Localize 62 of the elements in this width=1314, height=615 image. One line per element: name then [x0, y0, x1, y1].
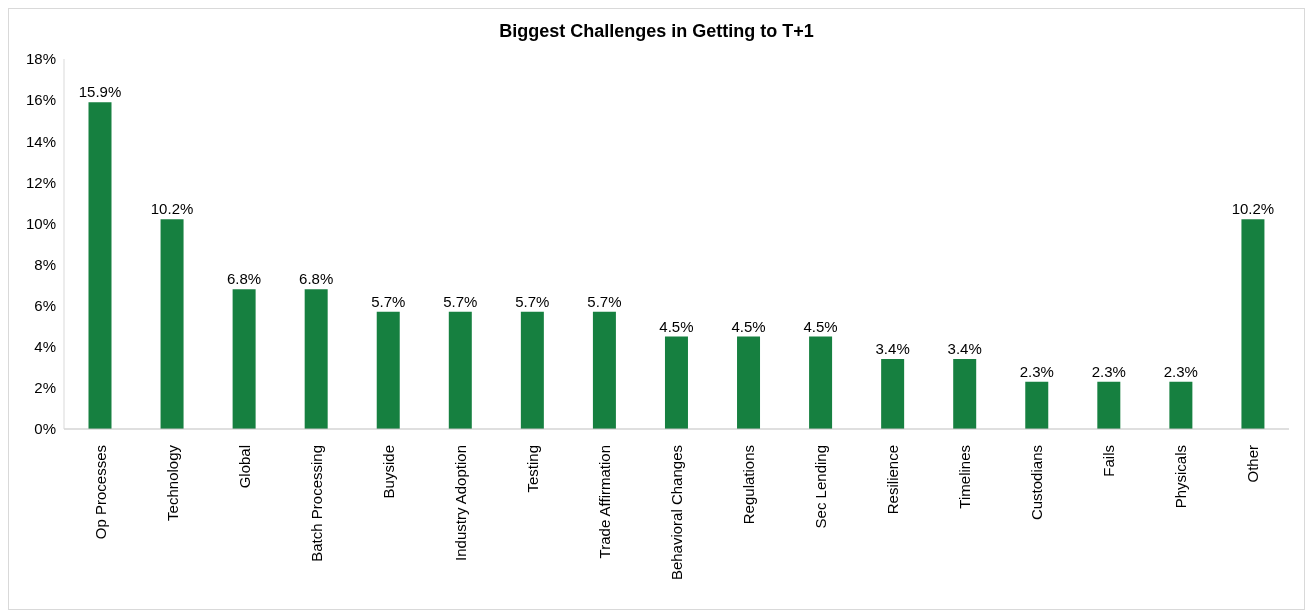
data-label: 2.3%	[1091, 362, 1126, 380]
bar	[376, 311, 400, 429]
bar	[1169, 381, 1193, 429]
data-label: 6.8%	[299, 270, 334, 288]
data-label: 4.5%	[731, 317, 766, 335]
y-tick-label: 16%	[25, 91, 56, 109]
data-label: 4.5%	[803, 317, 838, 335]
x-tick-label: Resilience	[884, 445, 902, 515]
x-tick-label: Other	[1244, 445, 1262, 483]
bar	[232, 289, 256, 429]
bar	[881, 359, 905, 429]
x-tick-label: Custodians	[1028, 445, 1046, 521]
y-tick-label: 6%	[34, 296, 56, 314]
bar	[592, 311, 616, 429]
data-label: 10.2%	[150, 200, 194, 218]
bar	[160, 219, 184, 429]
data-label: 4.5%	[659, 317, 694, 335]
y-tick-label: 18%	[25, 50, 56, 68]
y-tick-label: 12%	[25, 173, 56, 191]
data-label: 3.4%	[947, 340, 982, 358]
x-tick-label: Timelines	[956, 445, 974, 509]
bar	[737, 336, 761, 429]
data-label: 2.3%	[1019, 362, 1054, 380]
data-label: 2.3%	[1163, 362, 1198, 380]
x-tick-label: Fails	[1100, 445, 1118, 477]
bar	[448, 311, 472, 429]
y-tick-label: 14%	[25, 132, 56, 150]
bar	[304, 289, 328, 429]
data-label: 10.2%	[1231, 200, 1275, 218]
data-label: 5.7%	[515, 292, 550, 310]
bar	[520, 311, 544, 429]
bar	[88, 102, 112, 429]
bar	[664, 336, 688, 429]
x-tick-label: Testing	[523, 445, 541, 493]
data-label: 3.4%	[875, 340, 910, 358]
x-tick-label: Batch Processing	[307, 445, 325, 562]
x-tick-label: Global	[235, 445, 253, 489]
x-tick-label: Behavioral Changes	[668, 445, 685, 581]
x-tick-label: Sec Lending	[812, 445, 830, 529]
x-tick-label: Op Processes	[91, 445, 109, 540]
x-tick-label: Regulations	[740, 445, 758, 525]
chart-title: Biggest Challenges in Getting to T+1	[498, 21, 815, 42]
y-tick-label: 2%	[34, 379, 56, 397]
bar	[953, 359, 977, 429]
y-tick-label: 0%	[34, 420, 56, 438]
x-tick-label: Technology	[163, 444, 181, 521]
bar	[1241, 219, 1265, 429]
x-tick-label: Trade Affirmation	[595, 445, 613, 559]
y-tick-label: 10%	[25, 214, 56, 232]
data-label: 5.7%	[587, 292, 622, 310]
y-tick-label: 8%	[34, 255, 56, 273]
data-label: 15.9%	[78, 83, 122, 101]
data-label: 6.8%	[227, 270, 262, 288]
bar	[809, 336, 833, 429]
x-tick-label: Buyside	[379, 445, 397, 499]
data-label: 5.7%	[371, 292, 406, 310]
data-label: 5.7%	[443, 292, 478, 310]
y-tick-label: 4%	[34, 338, 56, 356]
bar	[1097, 381, 1121, 429]
x-tick-label: Physicals	[1172, 445, 1190, 509]
bar	[1025, 381, 1049, 429]
x-tick-label: Industry Adoption	[451, 445, 469, 561]
